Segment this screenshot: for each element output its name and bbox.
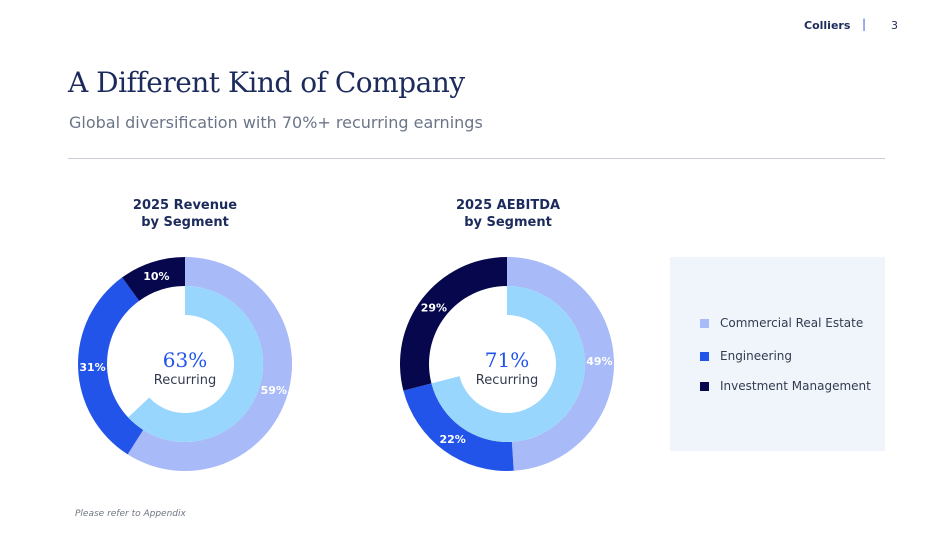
donut-slice-cre bbox=[507, 257, 614, 471]
footnote: Please refer to Appendix bbox=[75, 509, 186, 519]
brand-name: Colliers bbox=[804, 19, 851, 32]
slice-label-cre: 49% bbox=[586, 355, 612, 368]
donut-slice-investment-management bbox=[122, 257, 185, 301]
aebitda-chart-title-line-2: by Segment bbox=[464, 215, 552, 230]
page-number: 3 bbox=[891, 19, 898, 32]
recurring-percent: 71% bbox=[485, 348, 529, 372]
recurring-arc bbox=[431, 286, 585, 442]
slice-label-investment-management: 29% bbox=[421, 301, 447, 314]
slice-label-cre: 59% bbox=[261, 384, 287, 397]
revenue-chart-title-line-2: by Segment bbox=[141, 215, 229, 230]
recurring-caption: Recurring bbox=[154, 373, 216, 388]
legend-item-commercial-real-estate: Commercial Real Estate bbox=[700, 315, 863, 331]
revenue-chart-title-line-1: 2025 Revenue bbox=[132, 198, 238, 213]
recurring-caption: Recurring bbox=[476, 373, 538, 388]
slice-label-engineering: 31% bbox=[79, 361, 105, 374]
donut-slice-cre bbox=[127, 257, 292, 471]
legend-label-engineering: Engineering bbox=[720, 349, 792, 363]
legend-label-investment-management: Investment Management bbox=[720, 379, 871, 393]
legend-item-engineering: Engineering bbox=[700, 348, 792, 364]
aebitda-donut-chart: 49% 22% 29% 71%Recurring bbox=[400, 257, 614, 471]
aebitda-chart-title-line-1: 2025 AEBITDA bbox=[455, 198, 561, 213]
donut-slice-investment-management bbox=[400, 257, 507, 391]
donut-slice-engineering bbox=[403, 383, 514, 471]
slice-label-engineering: 22% bbox=[439, 433, 465, 446]
aebitda-chart-title: 2025 AEBITDA by Segment bbox=[433, 197, 583, 231]
legend-label-commercial-real-estate: Commercial Real Estate bbox=[720, 316, 864, 330]
donut-slice-engineering bbox=[78, 277, 144, 455]
legend-swatch-engineering bbox=[700, 351, 709, 361]
revenue-chart-title: 2025 Revenue by Segment bbox=[110, 197, 260, 231]
divider bbox=[68, 158, 885, 159]
legend-panel: Commercial Real Estate Engineering Inves… bbox=[670, 257, 885, 451]
header-separator: | bbox=[862, 17, 867, 31]
recurring-arc bbox=[128, 286, 263, 442]
slice-label-investment-management: 10% bbox=[143, 270, 169, 283]
legend-swatch-commercial-real-estate bbox=[700, 318, 709, 328]
page-subtitle: Global diversification with 70%+ recurri… bbox=[69, 113, 483, 132]
recurring-percent: 63% bbox=[163, 348, 207, 372]
legend-swatch-investment-management bbox=[700, 381, 709, 391]
legend-item-investment-management: Investment Management bbox=[700, 378, 871, 394]
page-title: A Different Kind of Company bbox=[68, 66, 465, 99]
revenue-donut-chart: 59% 31% 10% 63%Recurring bbox=[78, 257, 292, 471]
